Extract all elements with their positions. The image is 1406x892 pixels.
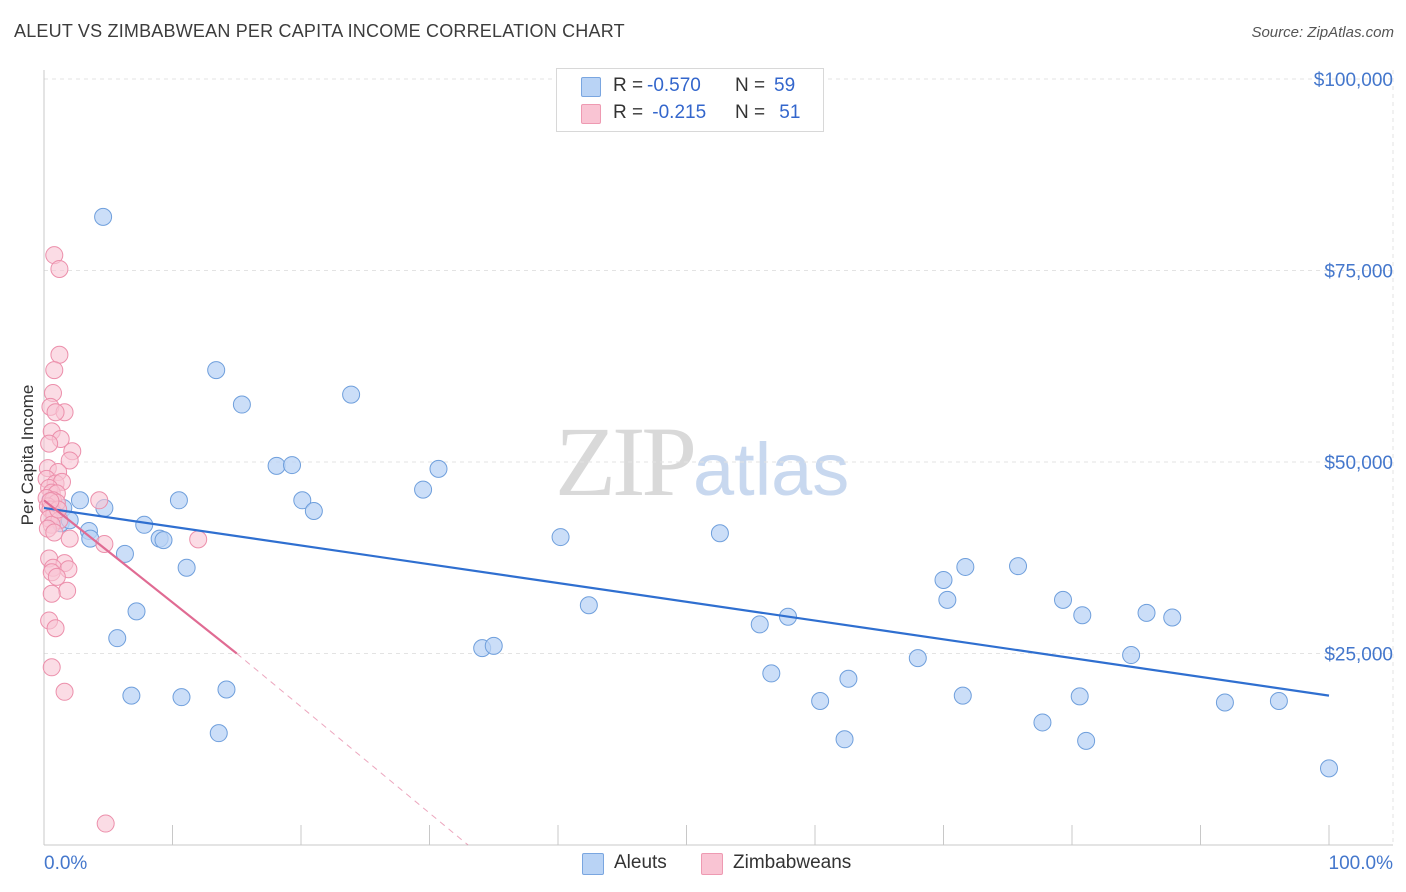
aleut-point bbox=[414, 480, 433, 499]
legend-n-label: N = bbox=[735, 102, 766, 123]
zimbabwean-point bbox=[60, 451, 79, 470]
aleut-point bbox=[956, 557, 975, 576]
aleut-point bbox=[217, 680, 236, 699]
watermark: ZIPatlas bbox=[555, 404, 849, 519]
aleut-point bbox=[908, 649, 927, 668]
aleut-point bbox=[342, 385, 361, 404]
source-credit: Source: ZipAtlas.com bbox=[1251, 24, 1394, 41]
watermark-zip: ZIP bbox=[555, 406, 697, 517]
zimbabwean-point bbox=[40, 434, 59, 453]
aleut-point bbox=[135, 515, 154, 534]
x-tick-label: 0.0% bbox=[44, 853, 87, 874]
bottom-legend-swatch-aleuts bbox=[582, 853, 604, 875]
legend-n-value: 51 bbox=[774, 102, 801, 123]
aleut-trend-line bbox=[43, 506, 1330, 697]
aleut-point bbox=[207, 361, 226, 380]
aleut-point bbox=[1077, 731, 1096, 750]
aleut-point bbox=[293, 491, 312, 510]
aleut-point bbox=[551, 528, 570, 547]
legend-r-label: R = bbox=[613, 75, 644, 96]
zimbabwean-point bbox=[45, 523, 64, 542]
aleut-point bbox=[429, 459, 448, 478]
aleut-point bbox=[115, 544, 134, 563]
aleut-point bbox=[1320, 759, 1338, 778]
aleut-point bbox=[304, 502, 323, 521]
zimbabwean-point bbox=[46, 403, 65, 422]
x-tick-label: 100.0% bbox=[1329, 853, 1394, 874]
aleut-point bbox=[1073, 606, 1092, 625]
zimbabwean-point bbox=[189, 530, 208, 549]
zimbabwean-point bbox=[45, 361, 64, 380]
chart-title: ALEUT VS ZIMBABWEAN PER CAPITA INCOME CO… bbox=[14, 21, 625, 41]
y-tick-label: $100,000 bbox=[1314, 70, 1393, 91]
aleut-point bbox=[172, 688, 191, 707]
aleut-point bbox=[953, 686, 972, 705]
aleut-point bbox=[127, 602, 146, 621]
aleut-point bbox=[1009, 557, 1028, 576]
zimbabwean-point bbox=[90, 491, 109, 510]
zimbabwean-point bbox=[95, 534, 114, 553]
aleut-point bbox=[283, 456, 302, 475]
zimbabwean-trend-line bbox=[43, 499, 238, 655]
aleut-point bbox=[839, 669, 858, 688]
zimbabwean-point bbox=[50, 345, 69, 364]
zimbabwean-point bbox=[58, 581, 77, 600]
legend-swatch-aleuts bbox=[581, 77, 601, 97]
aleut-point bbox=[1215, 693, 1234, 712]
aleut-point bbox=[154, 531, 173, 550]
zimbabwean-trend-extension bbox=[236, 653, 469, 846]
aleut-point bbox=[70, 491, 89, 510]
aleut-point bbox=[108, 629, 127, 648]
bottom-legend-label: Aleuts bbox=[614, 852, 667, 873]
y-tick-label: $50,000 bbox=[1324, 453, 1393, 474]
legend-swatch-zimbabweans bbox=[581, 104, 601, 124]
aleut-point bbox=[579, 596, 598, 615]
aleut-point bbox=[1269, 691, 1288, 710]
aleut-point bbox=[835, 730, 854, 749]
y-tick-label: $25,000 bbox=[1324, 645, 1393, 666]
aleut-point bbox=[169, 491, 188, 510]
legend-r-label: R = bbox=[613, 102, 644, 123]
aleut-point bbox=[209, 724, 228, 743]
legend-r-value: -0.215 bbox=[647, 102, 707, 123]
aleut-point bbox=[1122, 646, 1141, 665]
zimbabwean-point bbox=[42, 584, 61, 603]
aleut-point bbox=[484, 636, 503, 655]
aleut-point bbox=[1070, 687, 1089, 706]
aleut-point bbox=[232, 395, 251, 414]
zimbabwean-point bbox=[60, 529, 79, 548]
aleut-point bbox=[1033, 713, 1052, 732]
aleut-point bbox=[938, 590, 957, 609]
zimbabwean-point bbox=[96, 814, 115, 833]
zimbabwean-point bbox=[47, 567, 66, 586]
legend-r-value: -0.570 bbox=[647, 75, 701, 96]
aleut-point bbox=[1163, 608, 1182, 627]
aleut-point bbox=[177, 558, 196, 577]
bottom-legend-label: Zimbabweans bbox=[733, 852, 852, 873]
zimbabwean-point bbox=[55, 682, 74, 701]
aleut-point bbox=[94, 207, 113, 226]
aleut-point bbox=[934, 570, 953, 589]
zimbabwean-point bbox=[46, 619, 65, 638]
aleut-point bbox=[762, 664, 781, 683]
aleut-point bbox=[1137, 603, 1156, 622]
y-tick-label: $75,000 bbox=[1324, 262, 1393, 283]
aleut-point bbox=[750, 615, 769, 634]
aleut-point bbox=[710, 524, 729, 543]
aleut-point bbox=[267, 456, 286, 475]
legend-n-value: 59 bbox=[774, 75, 796, 96]
zimbabwean-point bbox=[42, 658, 61, 677]
watermark-atlas: atlas bbox=[693, 428, 850, 511]
aleut-point bbox=[1054, 590, 1073, 609]
zimbabwean-point bbox=[50, 259, 69, 278]
bottom-legend-swatch-zimbabweans bbox=[701, 853, 723, 875]
correlation-legend: R = -0.570 N = 59 R = -0.215 N = 51 bbox=[556, 68, 824, 132]
aleut-point bbox=[122, 686, 141, 705]
aleut-point bbox=[811, 691, 830, 710]
legend-n-label: N = bbox=[735, 75, 766, 96]
